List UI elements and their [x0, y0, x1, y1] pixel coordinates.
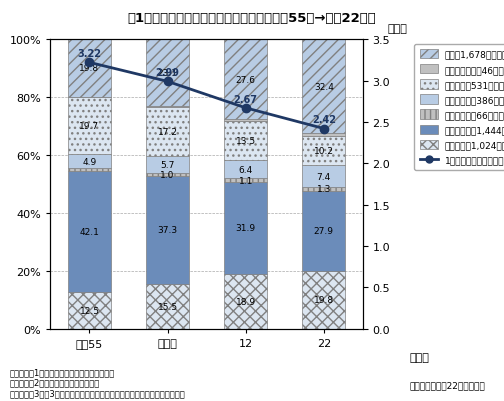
Bar: [302, 271, 345, 329]
Text: 37.3: 37.3: [158, 226, 177, 235]
Text: 10.2: 10.2: [314, 147, 334, 156]
Text: 2.67: 2.67: [234, 95, 258, 104]
Bar: [146, 174, 189, 176]
Text: 15.5: 15.5: [158, 302, 177, 311]
Text: 32.4: 32.4: [314, 83, 334, 92]
Text: 1.0: 1.0: [160, 170, 175, 179]
Bar: [302, 187, 345, 191]
Legend: 単独（1,678万世帯）, 非親族を含む（46万世帯）, ３世代等（531万世帯）, 女親と子供（386万世帯）, 男親と子供（66万世帯）, 夫婦と子供（1,: 単独（1,678万世帯）, 非親族を含む（46万世帯）, ３世代等（531万世帯…: [414, 45, 504, 170]
Text: 18.9: 18.9: [236, 297, 256, 306]
Text: 5.7: 5.7: [160, 161, 175, 170]
Bar: [146, 157, 189, 174]
Text: 42.1: 42.1: [80, 227, 99, 237]
Text: （　）内は平成22年の世帯数: （ ）内は平成22年の世帯数: [410, 381, 485, 390]
Text: 2.99: 2.99: [156, 68, 179, 78]
Bar: [146, 40, 189, 107]
Bar: [302, 134, 345, 136]
Bar: [146, 107, 189, 157]
Bar: [302, 166, 345, 187]
Bar: [68, 40, 111, 97]
Bar: [68, 293, 111, 329]
Bar: [68, 97, 111, 98]
Bar: [224, 120, 267, 122]
Bar: [68, 171, 111, 293]
Text: 27.6: 27.6: [236, 75, 256, 85]
Text: 27.9: 27.9: [314, 227, 334, 236]
Text: 第1図　世帯の家族類型別割合の推移（昭和55年→平成22年）: 第1図 世帯の家族類型別割合の推移（昭和55年→平成22年）: [128, 12, 376, 25]
Text: 1.1: 1.1: [238, 176, 253, 185]
Bar: [68, 155, 111, 169]
Bar: [302, 41, 345, 134]
Text: 13.5: 13.5: [236, 136, 256, 146]
Bar: [224, 160, 267, 179]
Bar: [224, 274, 267, 329]
Text: （年）: （年）: [410, 352, 429, 362]
Text: 19.7: 19.7: [80, 122, 99, 131]
Text: 19.8: 19.8: [314, 296, 334, 305]
Text: （備考）　1．総務省「国勢調査」より作成。
　　　　　2．一般世帯に占める比率。
　　　　　3．「3世帯等」は、親族のみの世帯のうち、核家族以外の世帯。: （備考） 1．総務省「国勢調査」より作成。 2．一般世帯に占める比率。 3．「3…: [10, 367, 186, 397]
Bar: [146, 176, 189, 284]
Bar: [302, 136, 345, 166]
Text: 7.4: 7.4: [317, 172, 331, 181]
Bar: [146, 284, 189, 329]
Text: 19.8: 19.8: [80, 64, 99, 73]
Text: 12.5: 12.5: [80, 306, 99, 315]
Text: 1.3: 1.3: [317, 185, 331, 194]
Text: 17.2: 17.2: [158, 128, 177, 137]
Bar: [68, 169, 111, 171]
Text: 4.9: 4.9: [82, 157, 97, 166]
Bar: [224, 40, 267, 120]
Text: 3.22: 3.22: [78, 49, 101, 59]
Bar: [224, 122, 267, 160]
Text: （人）: （人）: [388, 24, 408, 34]
Text: 23.1: 23.1: [158, 69, 177, 78]
Bar: [224, 182, 267, 274]
Text: 2.42: 2.42: [312, 115, 336, 125]
Bar: [302, 191, 345, 271]
Bar: [224, 179, 267, 182]
Bar: [68, 98, 111, 155]
Text: 31.9: 31.9: [236, 224, 256, 233]
Text: 6.4: 6.4: [238, 165, 253, 174]
